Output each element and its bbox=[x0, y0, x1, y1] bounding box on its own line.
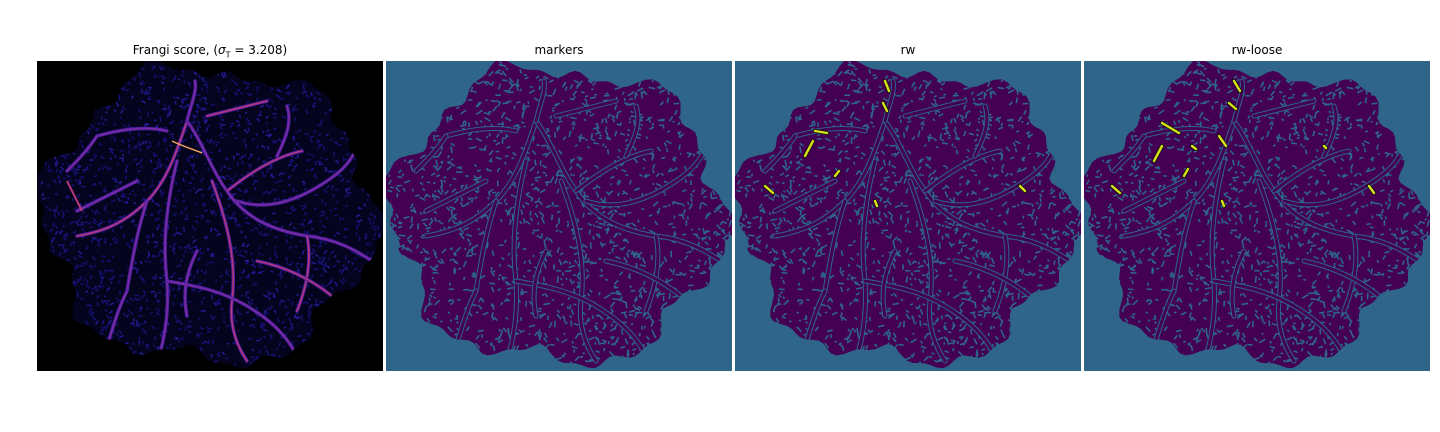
title-suffix: = 3.208) bbox=[230, 43, 288, 57]
panel-title-rw-loose: rw-loose bbox=[1231, 43, 1283, 57]
rw-loose-canvas bbox=[1084, 61, 1430, 371]
frangi-score-canvas bbox=[37, 61, 383, 371]
frangi-score-image bbox=[37, 61, 383, 371]
title-prefix: Frangi score, ( bbox=[132, 43, 219, 57]
title-sigma-subscript: T bbox=[225, 50, 231, 60]
markers-canvas bbox=[386, 61, 732, 371]
rw-loose-image bbox=[1084, 61, 1430, 371]
rw-image bbox=[735, 61, 1081, 371]
panel-title-rw: rw bbox=[900, 43, 916, 57]
panel-title-markers: markers bbox=[534, 43, 584, 57]
panel-title-frangi: Frangi score, (σT = 3.208) bbox=[37, 43, 383, 59]
markers-image bbox=[386, 61, 732, 371]
title-sigma: σ bbox=[218, 43, 226, 57]
rw-canvas bbox=[735, 61, 1081, 371]
